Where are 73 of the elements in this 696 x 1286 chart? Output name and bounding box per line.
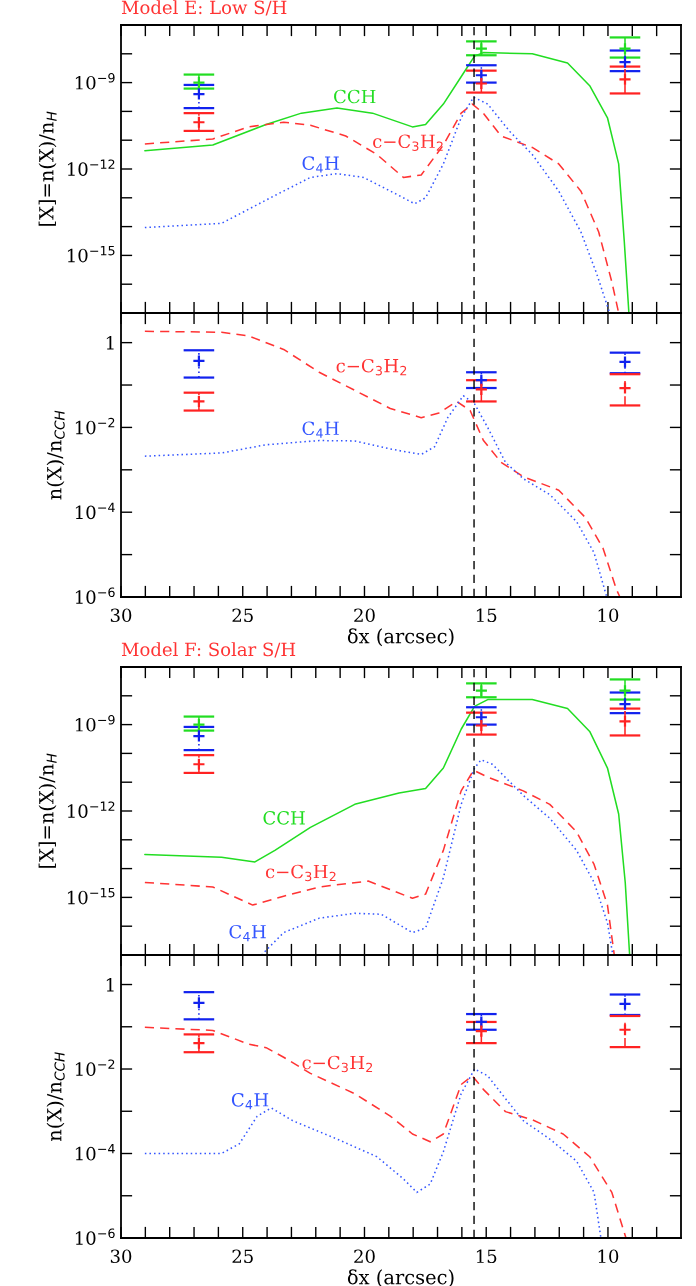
y-tick-label: 1	[106, 977, 114, 992]
series-label: C$_{4}$H	[302, 156, 339, 173]
y-tick-label: 10$^{−9}$	[75, 715, 115, 732]
y-tick-label: 10$^{−2}$	[75, 1059, 115, 1076]
series-label: c−C$_{3}$H$_{2}$	[265, 864, 336, 882]
y-axis-title: n(X)/n$_{CCH}$	[46, 1052, 65, 1142]
point	[474, 718, 489, 733]
series-label: C$_{4}$H	[302, 421, 339, 438]
series-label: c−C$_{3}$H$_{2}$	[336, 358, 407, 376]
x-tick-label: 20	[354, 608, 375, 623]
point	[192, 354, 206, 368]
x-tick-label: 15	[476, 1249, 497, 1264]
point	[192, 996, 206, 1010]
x-tick-label: 10	[598, 1249, 619, 1264]
y-tick-label: 10$^{−4}$	[75, 502, 115, 520]
point	[474, 76, 489, 91]
point	[618, 697, 632, 711]
series-label: CCH	[263, 811, 305, 825]
point	[618, 55, 632, 69]
point	[618, 42, 632, 56]
chart-title: Model F: Solar S/H	[121, 642, 296, 658]
x-axis-title: δx (arcsec)	[347, 628, 454, 647]
point	[618, 72, 632, 86]
line-series	[144, 1026, 627, 1238]
chart-title: Model E: Low S/H	[121, 0, 287, 16]
y-tick-label: 10$^{−4}$	[75, 1144, 115, 1161]
point	[192, 729, 206, 743]
x-tick-label: 20	[354, 1249, 375, 1264]
y-tick-label: 10$^{−6}$	[75, 587, 115, 604]
series-label: CCH	[334, 89, 376, 104]
x-tick-label: 30	[110, 608, 132, 623]
point	[474, 382, 489, 397]
y-tick-label: 10$^{−9}$	[75, 73, 115, 90]
y-tick-label: 10$^{−15}$	[67, 888, 115, 905]
y-tick-label: 10$^{−12}$	[67, 159, 115, 176]
x-tick-label: 15	[476, 608, 497, 623]
y-tick-label: 1	[106, 336, 114, 350]
point	[192, 1036, 206, 1050]
point	[192, 757, 206, 771]
line-series	[144, 330, 621, 597]
y-axis-title: [X]=n(X)/n$_{H}$	[38, 111, 57, 226]
x-tick-label: 10	[598, 608, 619, 623]
point	[192, 717, 206, 732]
y-axis-title: [X]=n(X)/n$_{H}$	[38, 753, 57, 868]
point	[474, 42, 489, 56]
point	[192, 75, 206, 90]
point	[474, 684, 489, 698]
line-series	[144, 769, 616, 955]
point	[618, 714, 632, 728]
x-tick-label: 25	[232, 608, 253, 623]
point	[474, 1015, 489, 1029]
point	[618, 381, 632, 395]
y-tick-label: 10$^{−2}$	[75, 417, 115, 435]
x-tick-label: 25	[232, 1249, 253, 1264]
line-series	[144, 394, 608, 597]
series-label: C$_{4}$H	[229, 924, 266, 942]
point	[192, 87, 206, 101]
point	[618, 355, 632, 369]
point	[192, 115, 206, 129]
y-axis-title: n(X)/n$_{CCH}$	[46, 410, 65, 500]
line-series	[144, 698, 631, 955]
series-label: C$_{4}$H	[231, 1092, 269, 1110]
point	[618, 997, 632, 1011]
point	[474, 1024, 489, 1038]
point	[618, 684, 632, 698]
point	[192, 394, 206, 409]
x-tick-label: 30	[110, 1249, 132, 1264]
y-tick-label: 10$^{−6}$	[75, 1228, 115, 1245]
y-tick-label: 10$^{−12}$	[67, 801, 115, 818]
series-label: c−C$_{3}$H$_{2}$	[302, 1055, 373, 1073]
y-tick-label: 10$^{−15}$	[67, 246, 115, 263]
point	[474, 373, 489, 387]
point	[618, 1023, 632, 1037]
